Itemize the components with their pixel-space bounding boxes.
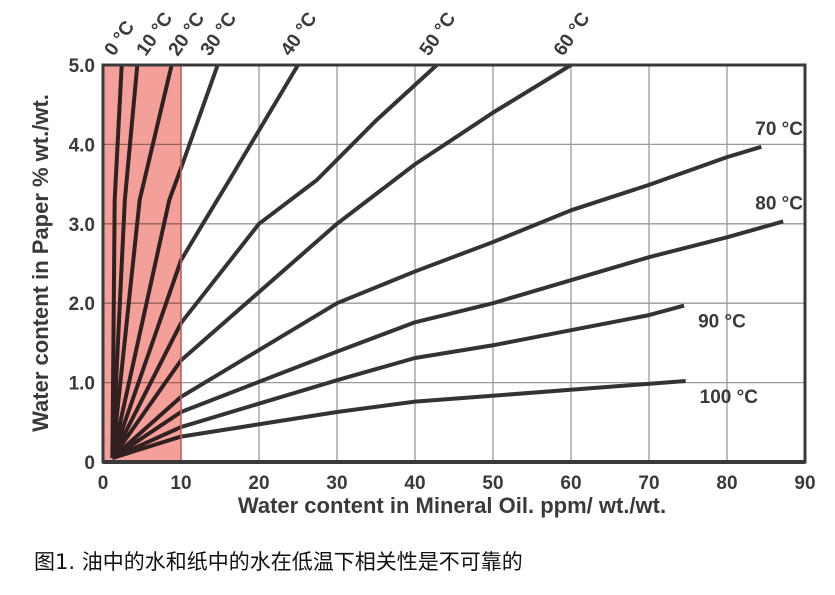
highlight-region — [103, 65, 182, 462]
curve-labels: 0 °C10 °C20 °C30 °C 40 °C 50 °C 60 °C70 °C8… — [101, 8, 804, 408]
x-tick-label: 80 — [716, 473, 737, 494]
curve-label: 50 °C — [416, 8, 461, 59]
curve-70c — [111, 144, 762, 460]
x-tick-label: 50 — [482, 473, 503, 494]
x-tick-label: 60 — [560, 473, 581, 494]
curves — [110, 63, 784, 460]
curve-label: 30 °C — [197, 8, 242, 59]
x-tick-label: 0 — [98, 473, 109, 494]
curve-label: 40 °C — [277, 8, 322, 59]
x-tick-label: 40 — [404, 473, 425, 494]
y-tick-label: 4.0 — [69, 135, 95, 156]
x-tick-label: 90 — [794, 473, 815, 494]
curve-100c — [111, 379, 686, 460]
curve-label: 60 °C — [550, 8, 595, 59]
figure-caption: 图1. 油中的水和纸中的水在低温下相关性是不可靠的 — [34, 550, 523, 574]
curve-80c — [111, 219, 784, 460]
y-tick-label: 5.0 — [69, 56, 95, 77]
highlight-rect — [103, 65, 181, 462]
curve-label: 100 °C — [700, 387, 759, 408]
curve-90c — [111, 303, 685, 460]
y-tick-label: 1.0 — [69, 374, 95, 395]
y-tick-label: 0 — [84, 453, 95, 474]
curve-label: 70 °C — [755, 119, 803, 140]
y-ticks: 0 1.0 2.0 3.0 4.0 5.0 — [69, 56, 95, 474]
y-axis-title: Water content in Paper % wt./wt. — [28, 94, 53, 432]
x-tick-label: 30 — [326, 473, 347, 494]
x-tick-label: 10 — [170, 473, 191, 494]
x-ticks: 0 10 20 30 40 50 60 70 80 90 — [98, 473, 816, 494]
plot-frame — [101, 63, 807, 464]
chart: 0 10 20 30 40 50 60 70 80 90 0 1.0 2.0 3.0 4.0 5.0 0 °… — [28, 8, 816, 518]
curve-label: 90 °C — [698, 312, 746, 333]
curve-label: 0 °C — [101, 17, 140, 60]
x-axis-title: Water content in Mineral Oil. ppm/ wt./w… — [238, 493, 666, 518]
grid — [103, 65, 805, 462]
curve-label: 80 °C — [755, 193, 803, 214]
y-tick-label: 3.0 — [69, 215, 95, 236]
y-tick-label: 2.0 — [69, 294, 95, 315]
x-tick-label: 20 — [248, 473, 269, 494]
x-tick-label: 70 — [638, 473, 659, 494]
